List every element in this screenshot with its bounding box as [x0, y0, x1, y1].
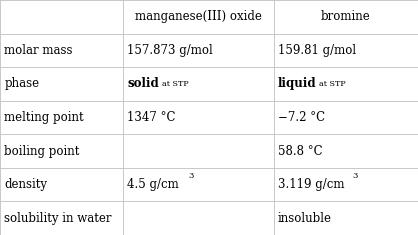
Text: at STP: at STP [319, 80, 346, 88]
Text: molar mass: molar mass [4, 44, 73, 57]
Text: solubility in water: solubility in water [4, 212, 112, 225]
Text: at STP: at STP [162, 80, 189, 88]
Text: density: density [4, 178, 47, 191]
Text: bromine: bromine [321, 10, 371, 23]
Text: 3.119 g/cm: 3.119 g/cm [278, 178, 344, 191]
Text: 159.81 g/mol: 159.81 g/mol [278, 44, 356, 57]
Text: phase: phase [4, 77, 39, 90]
Text: 1347 °C: 1347 °C [127, 111, 176, 124]
Text: 157.873 g/mol: 157.873 g/mol [127, 44, 213, 57]
Text: boiling point: boiling point [4, 145, 79, 158]
Text: insoluble: insoluble [278, 212, 332, 225]
Text: 3: 3 [352, 172, 358, 180]
Text: solid: solid [127, 77, 159, 90]
Text: manganese(III) oxide: manganese(III) oxide [135, 10, 262, 23]
Text: −7.2 °C: −7.2 °C [278, 111, 325, 124]
Text: 4.5 g/cm: 4.5 g/cm [127, 178, 179, 191]
Text: 58.8 °C: 58.8 °C [278, 145, 323, 158]
Text: liquid: liquid [278, 77, 316, 90]
Text: 3: 3 [188, 172, 194, 180]
Text: melting point: melting point [4, 111, 84, 124]
